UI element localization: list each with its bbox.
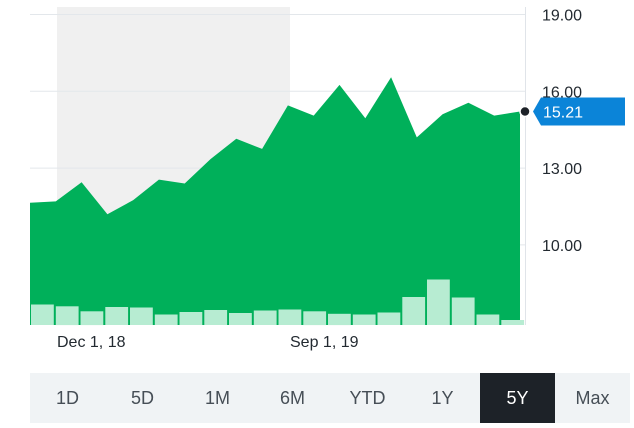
price-area [30,77,520,325]
volume-bar [377,312,401,325]
volume-bar [80,311,104,326]
volume-bar [179,312,203,325]
range-button-1d[interactable]: 1D [55,387,79,408]
range-button-6m[interactable]: 6M [279,387,305,408]
volume-bar [229,313,252,325]
y-axis-ticks: 19.00 16.00 13.00 10.00 [542,8,582,255]
volume-bar [303,311,327,326]
volume-bar [105,307,129,325]
range-selector: 1D 5D 1M 6M YTD 1Y 5Y Max [30,373,630,423]
volume-bar [278,309,302,325]
price-chart[interactable]: 19.00 16.00 13.00 10.00 Dec 1, 18 Sep 1, 19 … [0,0,634,360]
x-tick-label: Sep 1, 19 [290,334,359,351]
volume-bar [501,320,525,325]
x-axis-ticks: Dec 1, 18 Sep 1, 19 [57,334,359,351]
current-price-marker: 15.21 [519,97,625,126]
range-button-1y[interactable]: 1Y [431,387,454,408]
y-tick-label: 10.00 [542,238,582,255]
range-button-ytd[interactable]: YTD [349,387,386,408]
price-area-layer [29,77,521,325]
y-tick-label: 16.00 [542,84,582,101]
range-button-5d[interactable]: 5D [130,387,154,408]
current-price-dot [519,105,531,118]
range-button-max[interactable]: Max [575,387,610,408]
volume-bar [451,297,475,325]
volume-bar [204,310,228,325]
y-tick-label: 19.00 [542,8,582,25]
range-button-5y[interactable]: 5Y [480,373,555,423]
x-tick-label: Dec 1, 18 [57,334,126,351]
volume-bar [154,314,178,325]
current-price-label: 15.21 [543,105,583,122]
volume-bar [130,307,153,325]
range-button-1m[interactable]: 1M [204,387,230,408]
volume-bars [31,279,525,326]
volume-bar [427,279,450,325]
y-tick-label: 13.00 [542,161,582,178]
volume-bar [55,306,79,326]
volume-bar [476,314,500,325]
volume-bar [402,297,426,325]
current-price-tag [533,97,625,126]
volume-bar [352,314,376,325]
volume-bar [31,304,54,325]
volume-bar [328,313,351,326]
volume-bar [253,310,277,325]
